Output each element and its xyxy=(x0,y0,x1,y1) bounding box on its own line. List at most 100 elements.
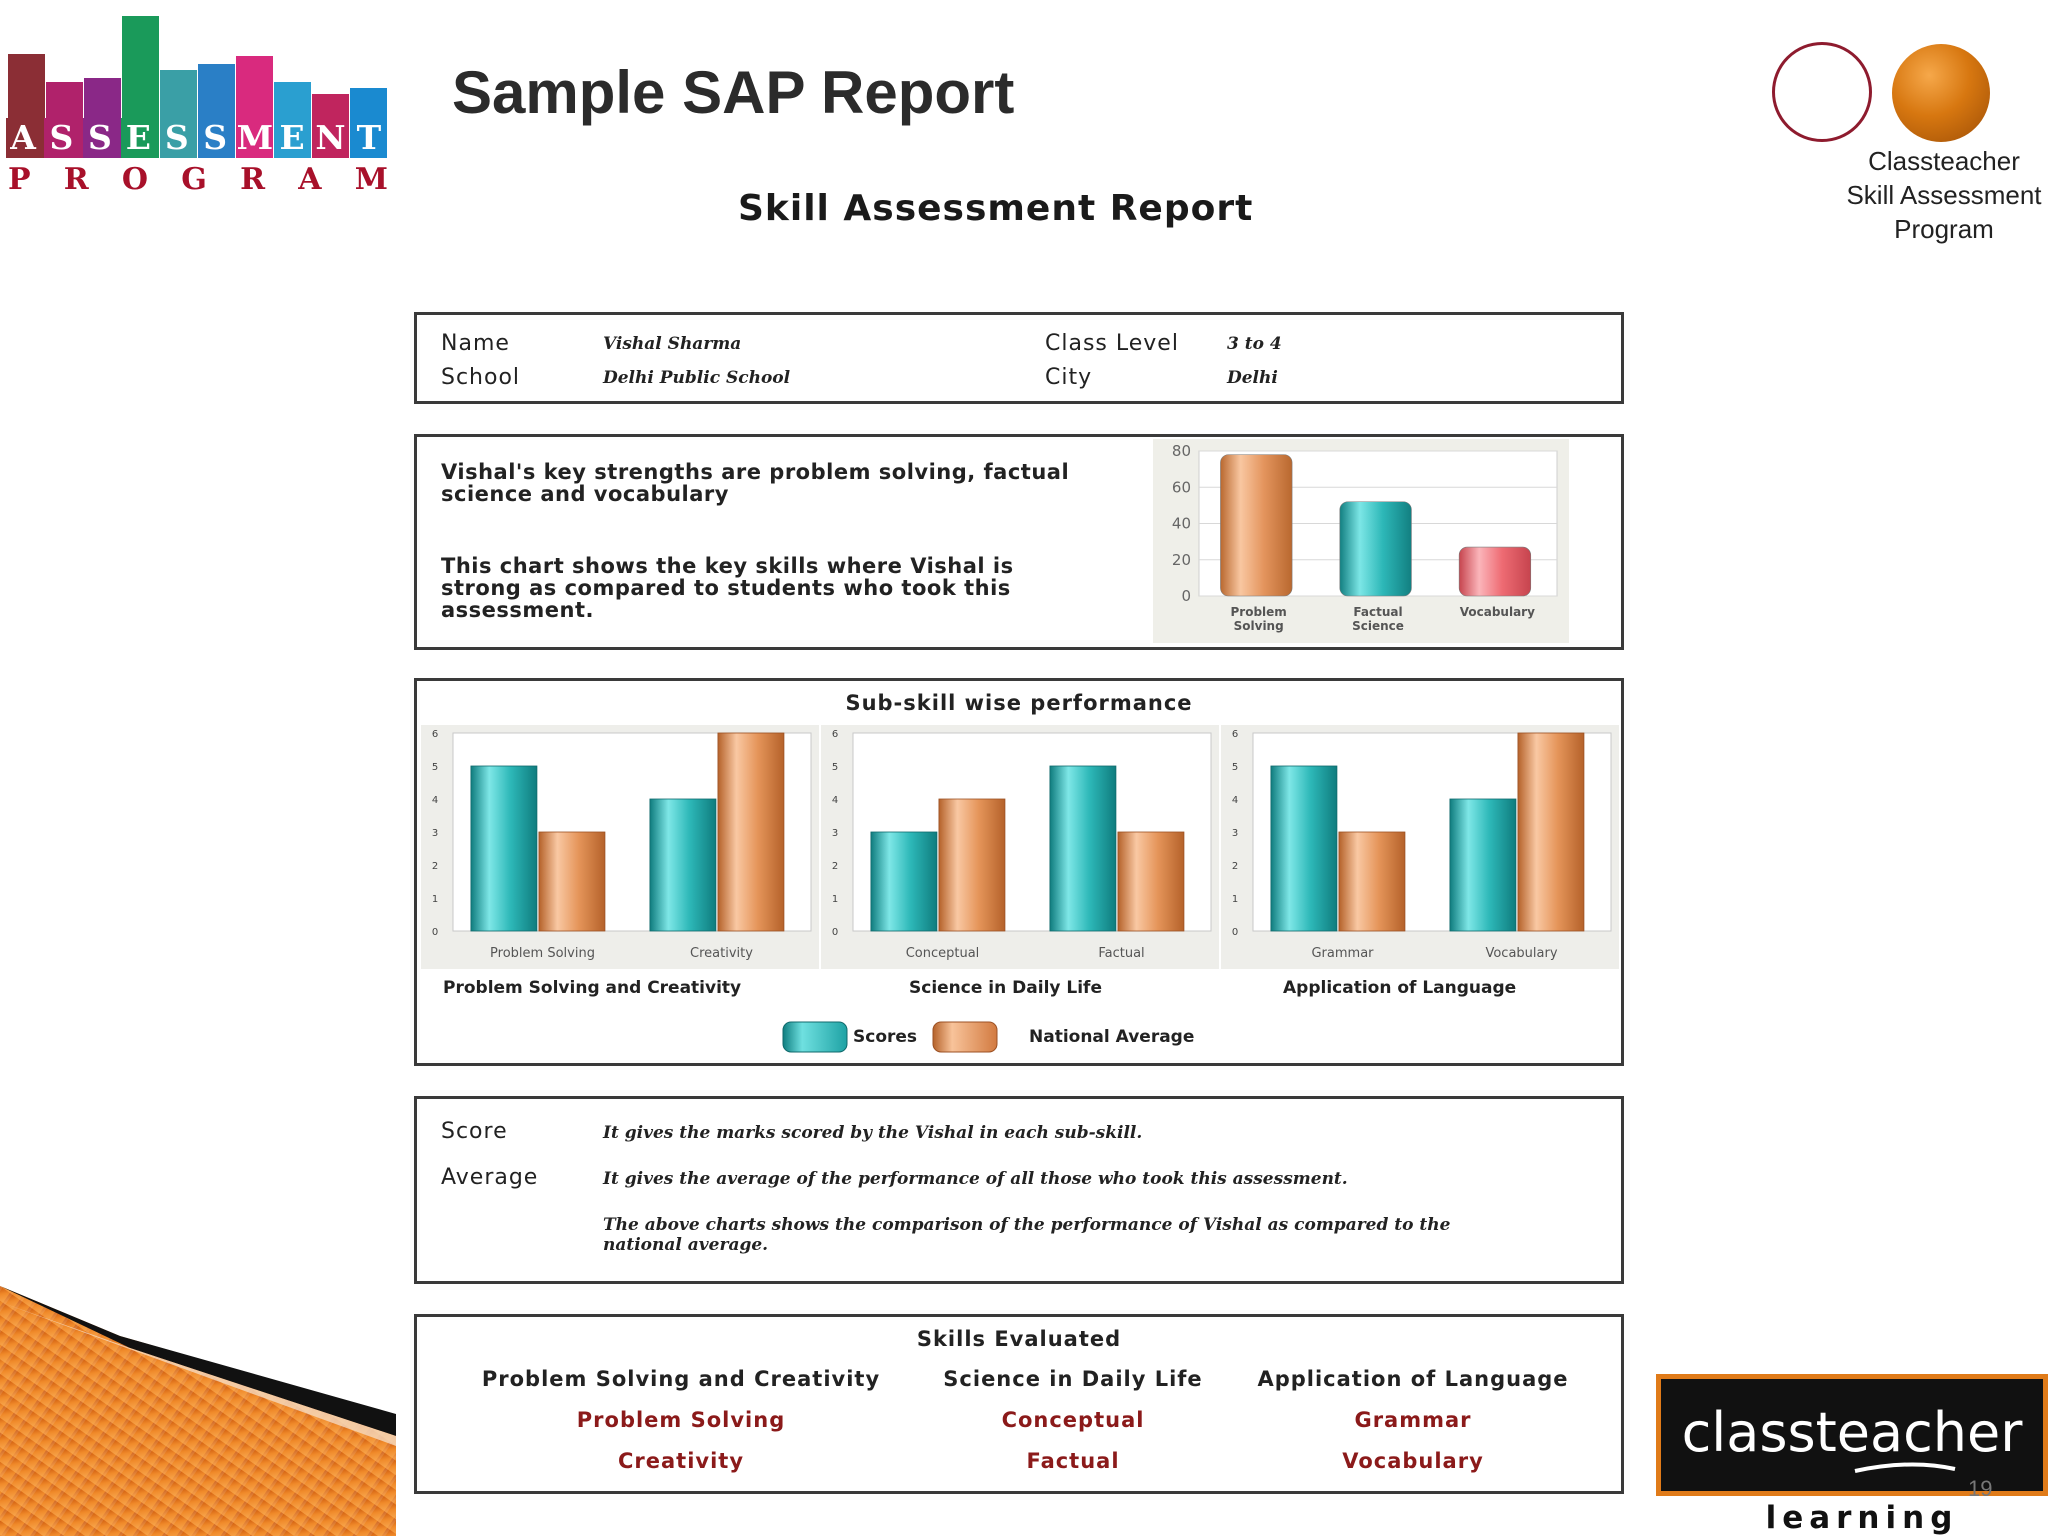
y-tick-label: 3 xyxy=(432,828,438,839)
class-level-value: 3 to 4 xyxy=(1227,334,1282,354)
logo-letter: S xyxy=(198,118,233,158)
science-daily-life-chart: 0 1 2 3 4 5 6 Conceptual Factual xyxy=(821,725,1219,969)
y-tick-label: 5 xyxy=(432,762,438,773)
orange-corner-decoration xyxy=(0,1286,396,1536)
logo-letter: R xyxy=(63,162,89,197)
strength-bar xyxy=(1220,454,1293,597)
brand-tagline: learning systems xyxy=(1765,1500,1959,1536)
y-tick-label: 3 xyxy=(832,828,838,839)
score-bar xyxy=(1270,765,1338,932)
y-tick-label: 1 xyxy=(1232,894,1238,905)
program-label-line: Skill Assessment xyxy=(1846,180,2042,210)
skills-evaluated-box: Skills Evaluated Problem Solving and Cre… xyxy=(414,1314,1624,1494)
x-tick-label: Vocabulary xyxy=(1485,946,1557,961)
y-tick-label: 40 xyxy=(1172,515,1191,533)
skill-column-heading: Problem Solving and Creativity xyxy=(481,1367,881,1391)
skills-evaluated-title: Skills Evaluated xyxy=(916,1327,1122,1351)
x-tick-label: Conceptual xyxy=(906,946,980,961)
score-bar xyxy=(870,831,938,932)
chart-description-line: This chart shows the key skills where Vi… xyxy=(441,554,1014,578)
y-tick-label: 80 xyxy=(1172,442,1191,460)
program-label-line: Classteacher xyxy=(1868,146,2020,176)
school-label: School xyxy=(441,365,521,390)
city-label: City xyxy=(1045,365,1093,390)
logo-letter: M xyxy=(354,162,388,197)
report-title: Skill Assessment Report xyxy=(738,188,1254,229)
y-tick-label: 0 xyxy=(432,927,438,938)
logo-letter: S xyxy=(44,118,79,158)
national-average-bar xyxy=(1117,831,1185,932)
logo-letter: E xyxy=(275,118,310,158)
y-tick-label: 6 xyxy=(1232,729,1238,740)
strengths-text-line: science and vocabulary xyxy=(441,482,729,506)
y-tick-label: 0 xyxy=(832,927,838,938)
logo-letter: E xyxy=(121,118,156,158)
x-tick-label: Problem Solving xyxy=(490,946,595,961)
outline-circle-decoration xyxy=(1772,42,1872,142)
program-label-line: Program xyxy=(1894,214,1994,244)
national-average-bar xyxy=(1338,831,1406,932)
strength-bar xyxy=(1458,546,1532,597)
skill-item: Conceptual xyxy=(1001,1408,1145,1432)
y-tick-label: 60 xyxy=(1172,478,1191,496)
x-tick-label: Vocabulary xyxy=(1460,605,1535,619)
x-tick-label: Factual xyxy=(1353,605,1402,619)
x-tick-label: Creativity xyxy=(690,946,753,961)
logo-letter: R xyxy=(240,162,266,197)
name-value: Vishal Sharma xyxy=(603,334,742,354)
y-tick-label: 2 xyxy=(1232,861,1238,872)
chart-description-line: strong as compared to students who took … xyxy=(441,576,1011,600)
score-bar xyxy=(1049,765,1117,932)
comparison-note-line: national average. xyxy=(603,1235,769,1255)
y-tick-label: 1 xyxy=(432,894,438,905)
legend-scores-label: Scores xyxy=(853,1027,918,1047)
score-bar xyxy=(470,765,538,932)
y-tick-label: 4 xyxy=(832,795,838,806)
chart-caption: Problem Solving and Creativity xyxy=(443,978,742,998)
classteacher-logo: classteacher xyxy=(1656,1374,2048,1496)
score-bar xyxy=(1449,798,1517,932)
brand-swoosh xyxy=(1854,1462,1956,1473)
skill-item: Grammar xyxy=(1354,1408,1472,1432)
chart-caption: Science in Daily Life xyxy=(909,978,1102,998)
x-tick-label: Science xyxy=(1352,619,1404,633)
city-value: Delhi xyxy=(1227,368,1278,388)
skill-column-heading: Application of Language xyxy=(1257,1367,1569,1391)
y-tick-label: 2 xyxy=(832,861,838,872)
school-value: Delhi Public School xyxy=(603,368,791,388)
y-tick-label: 4 xyxy=(432,795,438,806)
problem-solving-creativity-chart: 0 1 2 3 4 5 6 Problem Solving Creativity xyxy=(421,725,819,969)
program-label: Classteacher Skill Assessment Program xyxy=(1832,144,2048,246)
x-tick-label: Problem xyxy=(1231,605,1287,619)
logo-letter: P xyxy=(8,162,31,197)
y-tick-label: 0 xyxy=(1232,927,1238,938)
y-tick-label: 4 xyxy=(1232,795,1238,806)
skill-item: Vocabulary xyxy=(1342,1449,1484,1473)
x-tick-label: Factual xyxy=(1098,946,1144,961)
sub-skill-performance-box: Sub-skill wise performance 0 1 2 3 4 5 6 Proble… xyxy=(414,678,1624,1066)
score-label: Score xyxy=(441,1119,508,1144)
application-language-chart: 0 1 2 3 4 5 6 Grammar Vocabulary xyxy=(1221,725,1619,969)
y-tick-label: 0 xyxy=(1181,587,1191,605)
chart-caption: Application of Language xyxy=(1283,978,1517,998)
national-average-bar xyxy=(1517,732,1585,932)
strengths-text-line: Vishal's key strengths are problem solvi… xyxy=(441,460,1070,484)
brand-name: classteacher xyxy=(1681,1401,2023,1464)
x-tick-label: Solving xyxy=(1234,619,1284,633)
logo-letter: T xyxy=(351,118,386,158)
y-tick-label: 3 xyxy=(1232,828,1238,839)
page-number: 19 xyxy=(1968,1476,1993,1501)
x-tick-label: Grammar xyxy=(1311,946,1374,961)
skill-column: Science in Daily Life Conceptual Factual xyxy=(873,1367,1273,1473)
score-description: It gives the marks scored by the Vishal … xyxy=(603,1123,1143,1143)
sub-skill-title: Sub-skill wise performance xyxy=(845,691,1193,715)
legend-average-swatch xyxy=(932,1021,998,1053)
key-strengths-box: Vishal's key strengths are problem solvi… xyxy=(414,434,1624,650)
national-average-bar xyxy=(938,798,1006,932)
logo-letter: N xyxy=(313,118,348,158)
y-tick-label: 5 xyxy=(1232,762,1238,773)
chart-description-line: assessment. xyxy=(441,598,595,622)
